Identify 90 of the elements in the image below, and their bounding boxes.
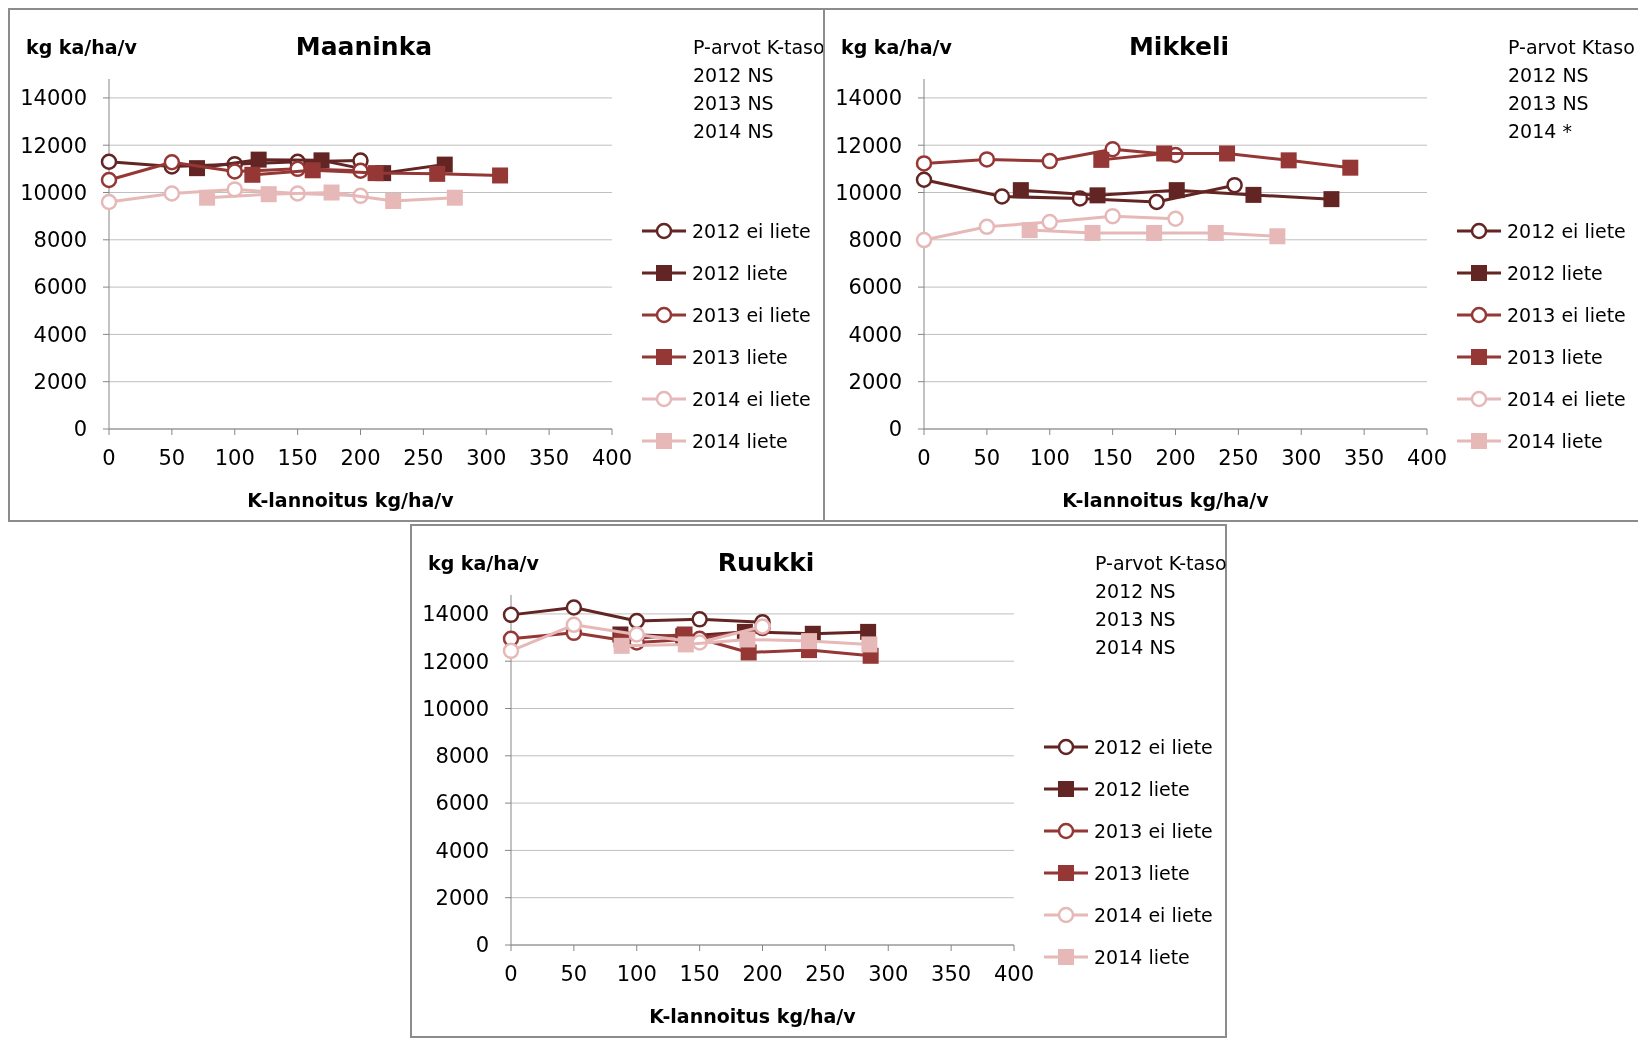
x-tick-label: 250: [403, 446, 444, 470]
chart-title: Ruukki: [717, 548, 815, 577]
y-tick-label: 10000: [835, 180, 902, 205]
x-tick-label: 50: [973, 446, 1001, 470]
x-tick-label: 50: [560, 962, 588, 986]
y-tick-label: 0: [73, 417, 87, 442]
chart-title: Mikkeli: [1128, 32, 1230, 61]
x-tick-label: 250: [805, 962, 846, 986]
text: 2014 NS: [693, 120, 774, 142]
text: 2014 *: [1508, 120, 1572, 142]
x-tick-label: 100: [1029, 446, 1070, 470]
y-tick-label: 12000: [835, 133, 902, 158]
x-tick-label: 0: [917, 446, 931, 470]
x-tick-label: 150: [1092, 446, 1133, 470]
x-tick-label: 300: [1281, 446, 1322, 470]
legend-label: 2012 liete: [692, 261, 788, 284]
y-tick-label: 10000: [422, 696, 489, 721]
x-tick-label: 50: [158, 446, 186, 470]
y-tick-label: 4000: [435, 838, 489, 863]
x-tick-label: 300: [868, 962, 909, 986]
y-tick-label: 6000: [33, 275, 87, 300]
x-tick-label: 350: [529, 446, 570, 470]
y-tick-label: 0: [888, 417, 902, 442]
x-tick-label: 200: [742, 962, 783, 986]
y-tick-label: 2000: [848, 370, 902, 395]
y-tick-label: 12000: [422, 649, 489, 674]
legend-label: 2013 ei liete: [692, 303, 811, 326]
y-tick-label: 8000: [33, 228, 87, 253]
legend-label: 2014 ei liete: [1094, 903, 1213, 926]
y-tick-label: 12000: [20, 133, 87, 158]
text: 2012 NS: [693, 64, 774, 86]
legend-label: 2014 liete: [1507, 429, 1603, 452]
x-tick-label: 150: [277, 446, 318, 470]
y-tick-label: 4000: [848, 322, 902, 347]
y-tick-label: 14000: [835, 86, 902, 111]
legend-label: 2012 ei liete: [1094, 735, 1213, 758]
x-tick-label: 300: [466, 446, 507, 470]
x-axis-title: K-lannoitus kg/ha/v: [247, 489, 455, 511]
x-tick-label: 0: [504, 962, 518, 986]
y-tick-label: 8000: [435, 744, 489, 769]
legend-label: 2012 liete: [1507, 261, 1603, 284]
text: P-arvot K-taso: [693, 36, 825, 58]
legend-label: 2012 ei liete: [1507, 219, 1626, 242]
y-tick-label: 14000: [422, 602, 489, 627]
x-axis-title: K-lannoitus kg/ha/v: [1062, 489, 1270, 511]
legend-label: 2013 liete: [1094, 861, 1190, 884]
legend-label: 2012 liete: [1094, 777, 1190, 800]
x-tick-label: 350: [931, 962, 972, 986]
legend-label: 2014 liete: [692, 429, 788, 452]
x-tick-label: 250: [1218, 446, 1259, 470]
y-tick-label: 6000: [435, 791, 489, 816]
y-axis-title: kg ka/ha/v: [26, 36, 138, 58]
legend-label: 2014 ei liete: [1507, 387, 1626, 410]
text: P-arvot K-taso: [1095, 552, 1227, 574]
text: 2014 NS: [1095, 636, 1176, 658]
y-axis-title: kg ka/ha/v: [841, 36, 953, 58]
x-tick-label: 400: [1406, 446, 1448, 470]
legend-label: 2014 ei liete: [692, 387, 811, 410]
legend-label: 2013 ei liete: [1094, 819, 1213, 842]
y-tick-label: 4000: [33, 322, 87, 347]
x-tick-label: 200: [340, 446, 381, 470]
text: 2013 NS: [693, 92, 774, 114]
y-tick-label: 6000: [848, 275, 902, 300]
legend-label: 2012 ei liete: [692, 219, 811, 242]
y-tick-label: 10000: [20, 180, 87, 205]
y-tick-label: 2000: [435, 886, 489, 911]
y-tick-label: 2000: [33, 370, 87, 395]
chart-title: Maaninka: [295, 32, 433, 61]
x-tick-label: 100: [214, 446, 255, 470]
y-tick-label: 0: [475, 933, 489, 958]
legend-label: 2013 liete: [1507, 345, 1603, 368]
text: 2012 NS: [1095, 580, 1176, 602]
legend-label: 2013 ei liete: [1507, 303, 1626, 326]
legend-label: 2014 liete: [1094, 945, 1190, 968]
x-tick-label: 150: [679, 962, 720, 986]
y-axis-title: kg ka/ha/v: [428, 552, 540, 574]
text: 2013 NS: [1095, 608, 1176, 630]
x-tick-label: 200: [1155, 446, 1196, 470]
text: 2012 NS: [1508, 64, 1589, 86]
x-tick-label: 350: [1344, 446, 1385, 470]
text: 2013 NS: [1508, 92, 1589, 114]
y-tick-label: 8000: [848, 228, 902, 253]
x-tick-label: 100: [616, 962, 657, 986]
x-axis-title: K-lannoitus kg/ha/v: [649, 1005, 857, 1027]
x-tick-label: 400: [993, 962, 1035, 986]
legend-label: 2013 liete: [692, 345, 788, 368]
y-tick-label: 14000: [20, 86, 87, 111]
x-tick-label: 400: [591, 446, 633, 470]
x-tick-label: 0: [102, 446, 116, 470]
text: P-arvot Ktaso: [1508, 36, 1635, 58]
